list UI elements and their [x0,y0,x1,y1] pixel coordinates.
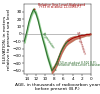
Text: Transgression: Transgression [75,31,86,55]
Text: (-50 m at about 8,500 B.P.): (-50 m at about 8,500 B.P.) [58,61,96,65]
Y-axis label: ELEVATION, in meters
relative to present sea level: ELEVATION, in meters relative to present… [3,9,11,70]
X-axis label: AGE, in thousands of radiocarbon years
before present (B.P.): AGE, in thousands of radiocarbon years b… [15,83,100,91]
Text: (+33 m at about 12,500 B.P.): (+33 m at about 12,500 B.P.) [40,5,81,9]
Text: Regression: Regression [40,31,55,50]
Text: Relative Sea-Level Highstand: Relative Sea-Level Highstand [34,3,85,10]
Text: Relative Sea-Level Lowstand: Relative Sea-Level Lowstand [55,63,100,70]
